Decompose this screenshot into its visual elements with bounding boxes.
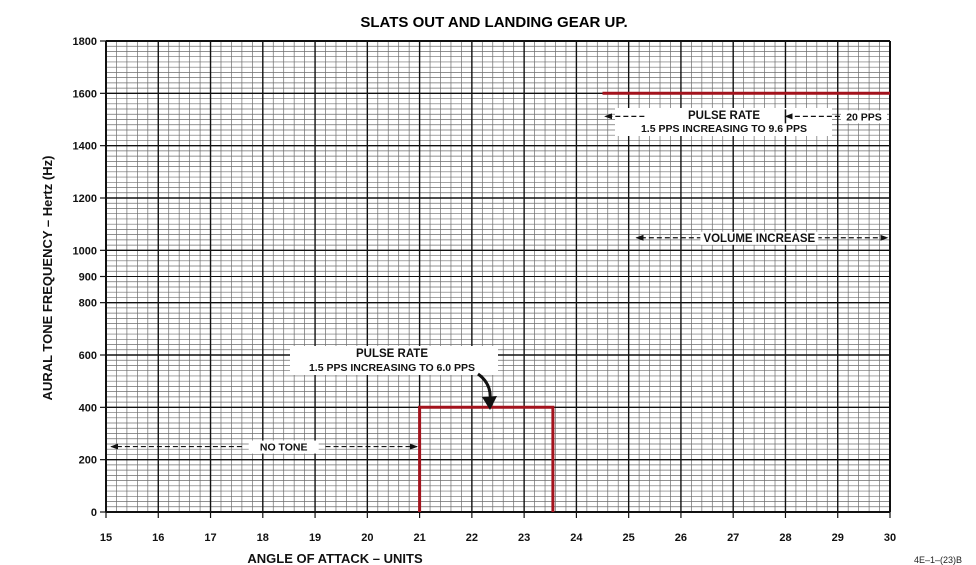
x-tick-label: 24: [570, 532, 583, 544]
y-tick-label: 900: [79, 272, 97, 284]
no-tone-label: NO TONE: [260, 442, 308, 454]
y-tick-label: 1200: [73, 193, 97, 205]
x-tick-label: 16: [152, 532, 164, 544]
y-tick-label: 800: [79, 298, 97, 310]
y-tick-label: 600: [79, 350, 97, 362]
x-tick-label: 27: [727, 532, 739, 544]
x-tick-label: 15: [100, 532, 112, 544]
x-tick-label: 28: [779, 532, 791, 544]
y-axis-label: AURAL TONE FREQUENCY – Hertz (Hz): [40, 156, 55, 401]
x-axis-label: ANGLE OF ATTACK – UNITS: [247, 551, 423, 565]
y-tick-label: 400: [79, 402, 97, 414]
x-tick-label: 25: [623, 532, 635, 544]
x-axis-ticks: 15 16 17 18 19 20 21 22 23 24 25 26 27 28 29 30: [100, 512, 896, 544]
volume-increase-label-bg: [700, 231, 819, 245]
x-tick-label: 17: [204, 532, 216, 544]
x-tick-label: 26: [675, 532, 687, 544]
x-tick-label: 21: [413, 532, 425, 544]
y-tick-label: 1600: [73, 88, 97, 100]
annotation-group: NO TONE PULSE RATE 1.5 PPS INCREASING TO 6…: [110, 108, 889, 454]
pulse-rate-high-title: PULSE RATE: [688, 110, 760, 122]
pulse-rate-low-box: [290, 346, 498, 375]
pulse-rate-low-pointer-head: [482, 396, 497, 410]
y-axis-ticks: 0 200 400 600 800 900 1000 1200 1400 1600 1800: [73, 36, 106, 519]
x-tick-label: 20: [361, 532, 373, 544]
x-tick-label: 18: [257, 532, 269, 544]
x-tick-label: 30: [884, 532, 896, 544]
chart-title: SLATS OUT AND LANDING GEAR UP.: [360, 14, 627, 31]
x-tick-label: 22: [466, 532, 478, 544]
x-tick-label: 23: [518, 532, 530, 544]
y-tick-label: 1000: [73, 245, 97, 257]
x-tick-label: 19: [309, 532, 321, 544]
x-tick-label: 29: [832, 532, 844, 544]
figure-reference-number: 4E–1–(23)B: [914, 555, 962, 565]
y-tick-label: 1800: [73, 36, 97, 48]
pulse-rate-high-box: [615, 108, 832, 136]
y-tick-label: 200: [79, 455, 97, 467]
pulse-rate-low-text: 1.5 PPS INCREASING TO 6.0 PPS: [309, 362, 475, 374]
series-group: [418, 91, 890, 512]
pulse-rate-max-label: 20 PPS: [846, 111, 882, 123]
volume-increase-label: VOLUME INCREASE: [703, 233, 815, 245]
y-tick-label: 0: [91, 507, 97, 519]
pulse-rate-low-title: PULSE RATE: [356, 348, 428, 360]
pulse-rate-max-label-bg: [841, 110, 887, 124]
no-tone-label-bg: [248, 440, 319, 454]
series-line: [418, 405, 555, 512]
pulse-rate-high-text: 1.5 PPS INCREASING TO 9.6 PPS: [641, 123, 807, 135]
y-tick-label: 1400: [73, 141, 97, 153]
